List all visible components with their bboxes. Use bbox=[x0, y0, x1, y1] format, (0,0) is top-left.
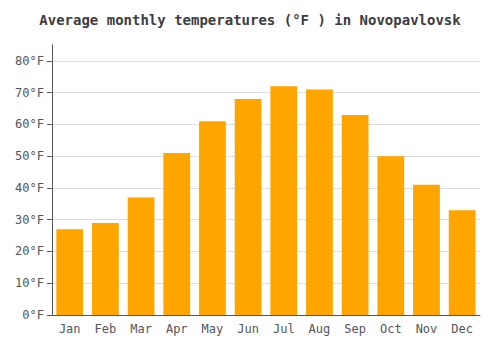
svg-text:Aug: Aug bbox=[309, 322, 331, 336]
svg-text:10°F: 10°F bbox=[15, 276, 44, 290]
svg-text:Feb: Feb bbox=[95, 322, 117, 336]
svg-text:60°F: 60°F bbox=[15, 117, 44, 131]
svg-text:Jan: Jan bbox=[59, 322, 81, 336]
svg-text:80°F: 80°F bbox=[15, 54, 44, 68]
svg-text:Nov: Nov bbox=[416, 322, 438, 336]
svg-text:50°F: 50°F bbox=[15, 149, 44, 163]
svg-text:30°F: 30°F bbox=[15, 213, 44, 227]
svg-text:Average monthly temperatures (: Average monthly temperatures (°F ) in No… bbox=[39, 12, 461, 28]
svg-text:20°F: 20°F bbox=[15, 244, 44, 258]
svg-text:40°F: 40°F bbox=[15, 181, 44, 195]
svg-text:Mar: Mar bbox=[130, 322, 152, 336]
svg-text:Sep: Sep bbox=[344, 322, 366, 336]
svg-text:Jun: Jun bbox=[237, 322, 259, 336]
svg-text:0°F: 0°F bbox=[22, 308, 44, 322]
svg-text:Oct: Oct bbox=[380, 322, 402, 336]
svg-text:70°F: 70°F bbox=[15, 86, 44, 100]
svg-text:Dec: Dec bbox=[451, 322, 473, 336]
svg-text:May: May bbox=[202, 322, 224, 336]
svg-text:Apr: Apr bbox=[166, 322, 188, 336]
svg-text:Jul: Jul bbox=[273, 322, 295, 336]
